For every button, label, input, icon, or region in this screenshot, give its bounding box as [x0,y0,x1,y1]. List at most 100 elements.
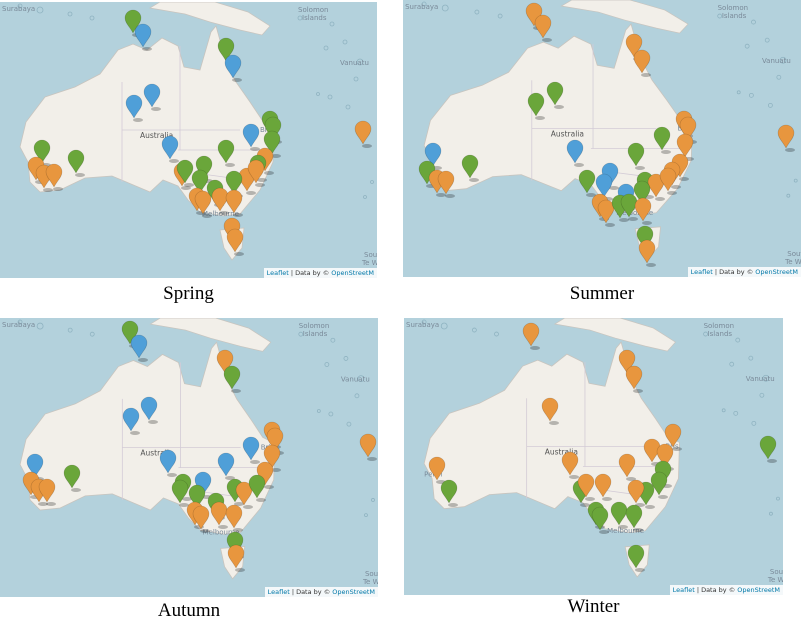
map-marker-orange[interactable] [263,444,281,469]
map-marker-orange[interactable] [561,451,579,476]
map-marker-orange[interactable] [597,199,615,224]
map-marker-orange[interactable] [625,365,643,390]
map-marker-green[interactable] [176,159,194,184]
map-marker-orange[interactable] [676,133,694,158]
map-marker-blue[interactable] [424,142,442,167]
map-marker-orange[interactable] [664,423,682,448]
map-marker-orange[interactable] [437,170,455,195]
map-marker-orange[interactable] [194,190,212,215]
map-marker-green[interactable] [578,169,596,194]
leaflet-link[interactable]: Leaflet [672,586,695,594]
map-marker-blue[interactable] [242,123,260,148]
map-marker-orange[interactable] [210,501,228,526]
map-marker-green[interactable] [620,193,638,218]
map-marker-green[interactable] [633,180,651,205]
map-marker-green[interactable] [226,531,244,556]
map-marker-orange[interactable] [192,505,210,530]
osm-link[interactable]: OpenStreetM [332,588,375,596]
map-marker-orange[interactable] [235,481,253,506]
map-marker-blue[interactable] [143,83,161,108]
map-marker-green[interactable] [188,484,206,509]
leaflet-link[interactable]: Leaflet [266,269,289,277]
map-marker-orange[interactable] [634,197,652,222]
map-marker-orange[interactable] [225,189,243,214]
map-marker-orange[interactable] [618,349,636,374]
map-marker-orange[interactable] [679,116,697,141]
osm-link[interactable]: OpenStreetM [737,586,780,594]
map-marker-green[interactable] [121,320,139,345]
map-view[interactable]: AustraliaSurabayaSolomonIslandsVanuatuBr… [403,0,801,277]
map-marker-green[interactable] [225,170,243,195]
map-marker-blue[interactable] [125,94,143,119]
map-marker-orange[interactable] [38,478,56,503]
map-marker-blue[interactable] [130,334,148,359]
map-marker-orange[interactable] [226,228,244,253]
map-marker-green[interactable] [63,464,81,489]
map-marker-orange[interactable] [633,49,651,74]
map-marker-blue[interactable] [140,396,158,421]
map-marker-orange[interactable] [428,456,446,481]
map-marker-green[interactable] [759,435,777,460]
map-marker-orange[interactable] [225,504,243,529]
map-marker-green[interactable] [217,139,235,164]
map-marker-green[interactable] [223,365,241,390]
map-view[interactable]: AustraliaSurabayaSolomonIslandsVanuatuBr… [0,318,378,597]
map-marker-orange[interactable] [777,124,795,149]
map-marker-blue[interactable] [122,407,140,432]
map-marker-blue[interactable] [161,135,179,160]
map-marker-blue[interactable] [159,449,177,474]
leaflet-link[interactable]: Leaflet [690,268,713,276]
map-marker-orange[interactable] [247,159,265,184]
map-marker-blue[interactable] [26,453,44,478]
map-marker-green[interactable] [217,37,235,62]
map-view[interactable]: AustraliaSurabayaSolomonIslandsVanuatuBr… [0,2,377,278]
map-marker-orange[interactable] [577,473,595,498]
map-marker-blue[interactable] [217,452,235,477]
map-marker-orange[interactable] [522,322,540,347]
map-marker-orange[interactable] [659,167,677,192]
map-marker-green[interactable] [440,479,458,504]
osm-link[interactable]: OpenStreetM [755,268,798,276]
map-marker-green[interactable] [625,504,643,529]
map-marker-orange[interactable] [594,473,612,498]
map-marker-blue[interactable] [224,54,242,79]
map-marker-orange[interactable] [227,544,245,569]
map-marker-orange[interactable] [638,239,656,264]
map-marker-green[interactable] [650,471,668,496]
map-marker-orange[interactable] [216,349,234,374]
map-marker-green[interactable] [653,126,671,151]
map-marker-green[interactable] [527,92,545,117]
map-marker-green[interactable] [546,81,564,106]
map-marker-green[interactable] [264,116,282,141]
map-marker-green[interactable] [461,154,479,179]
map-marker-blue[interactable] [242,436,260,461]
map-marker-orange[interactable] [45,163,63,188]
map-marker-orange[interactable] [647,173,665,198]
osm-link[interactable]: OpenStreetM [331,269,374,277]
map-marker-green[interactable] [248,474,266,499]
map-marker-green[interactable] [610,501,628,526]
map-marker-orange[interactable] [266,427,284,452]
map-marker-green[interactable] [171,479,189,504]
map-marker-green[interactable] [124,9,142,34]
map-marker-green[interactable] [627,142,645,167]
map-marker-orange[interactable] [211,187,229,212]
map-marker-orange[interactable] [359,433,377,458]
map-marker-green[interactable] [67,149,85,174]
map-marker-orange[interactable] [618,453,636,478]
leaflet-link[interactable]: Leaflet [267,588,290,596]
map-marker-blue[interactable] [566,139,584,164]
map-marker-green[interactable] [263,130,281,155]
map-marker-orange[interactable] [541,397,559,422]
map-marker-green[interactable] [33,139,51,164]
map-marker-orange[interactable] [534,14,552,39]
map-marker-orange[interactable] [354,120,372,145]
map-marker-green[interactable] [627,544,645,569]
map-marker-orange[interactable] [625,33,643,58]
map-marker-green[interactable] [591,506,609,531]
map-marker-green[interactable] [636,225,654,250]
map-marker-blue[interactable] [134,23,152,48]
map-marker-orange[interactable] [627,479,645,504]
map-marker-orange[interactable] [656,443,674,468]
